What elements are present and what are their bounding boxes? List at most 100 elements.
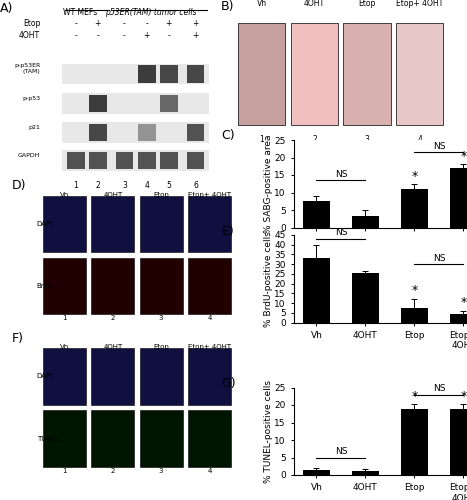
Bar bbox=[343, 22, 391, 125]
Text: WT MEFs: WT MEFs bbox=[63, 8, 97, 18]
Text: E): E) bbox=[221, 224, 234, 237]
Text: p53ER(TAM) tumor cells: p53ER(TAM) tumor cells bbox=[106, 8, 197, 18]
Text: *: * bbox=[460, 296, 467, 309]
Bar bbox=[450, 314, 467, 322]
Bar bbox=[89, 124, 107, 142]
Bar bbox=[160, 66, 177, 82]
Bar bbox=[238, 22, 285, 125]
Text: 1: 1 bbox=[260, 135, 264, 144]
Text: D): D) bbox=[12, 180, 27, 192]
Text: 4OHT: 4OHT bbox=[19, 31, 40, 40]
Bar bbox=[303, 258, 330, 322]
Text: 2: 2 bbox=[312, 135, 317, 144]
Text: -: - bbox=[123, 31, 126, 40]
Bar bbox=[43, 196, 86, 252]
Text: 4: 4 bbox=[207, 468, 212, 473]
Text: 6: 6 bbox=[193, 181, 198, 190]
Text: NS: NS bbox=[433, 384, 445, 393]
Text: GAPDH: GAPDH bbox=[18, 152, 40, 158]
Text: 3: 3 bbox=[365, 135, 369, 144]
Bar bbox=[352, 273, 379, 322]
Bar bbox=[43, 258, 86, 314]
Bar bbox=[187, 152, 204, 169]
Text: -: - bbox=[145, 19, 148, 28]
Text: NS: NS bbox=[335, 447, 347, 456]
Bar bbox=[352, 471, 379, 475]
Bar bbox=[63, 122, 209, 143]
Text: 4OHT: 4OHT bbox=[103, 344, 122, 350]
Text: -: - bbox=[97, 31, 99, 40]
Bar bbox=[138, 152, 156, 169]
Bar bbox=[91, 196, 134, 252]
Bar bbox=[43, 410, 86, 467]
Text: p21: p21 bbox=[28, 125, 40, 130]
Bar bbox=[401, 408, 428, 475]
Bar bbox=[450, 168, 467, 228]
Bar bbox=[116, 152, 134, 169]
Text: Etop+ 4OHT: Etop+ 4OHT bbox=[396, 0, 443, 8]
Bar bbox=[63, 93, 209, 114]
Bar bbox=[91, 410, 134, 467]
Text: Vh: Vh bbox=[60, 192, 69, 198]
Bar bbox=[187, 124, 204, 142]
Bar bbox=[303, 201, 330, 228]
Text: F): F) bbox=[12, 332, 24, 345]
Text: NS: NS bbox=[335, 170, 347, 179]
Text: 4: 4 bbox=[144, 181, 149, 190]
Text: 2: 2 bbox=[111, 468, 115, 473]
Text: 3: 3 bbox=[159, 315, 163, 321]
Text: 3: 3 bbox=[159, 468, 163, 473]
Text: 1: 1 bbox=[62, 315, 67, 321]
Text: p-p53ER
(TAM): p-p53ER (TAM) bbox=[14, 64, 40, 74]
Y-axis label: % BrdU-positive cells: % BrdU-positive cells bbox=[264, 231, 273, 326]
Text: NS: NS bbox=[433, 142, 445, 151]
Bar bbox=[140, 258, 183, 314]
Text: 1: 1 bbox=[73, 181, 78, 190]
Text: -: - bbox=[123, 19, 126, 28]
Text: -: - bbox=[74, 31, 77, 40]
Text: TUNEL: TUNEL bbox=[37, 436, 60, 442]
Text: +: + bbox=[166, 19, 172, 28]
Text: 1: 1 bbox=[62, 468, 67, 473]
Text: Vh: Vh bbox=[60, 344, 69, 350]
Bar bbox=[140, 410, 183, 467]
Text: +: + bbox=[143, 31, 150, 40]
Text: 2: 2 bbox=[95, 181, 100, 190]
Y-axis label: % SABG-positive area: % SABG-positive area bbox=[264, 134, 273, 233]
Y-axis label: % TUNEL-positive cells: % TUNEL-positive cells bbox=[264, 380, 273, 483]
Bar bbox=[352, 216, 379, 228]
Text: *: * bbox=[460, 390, 467, 403]
Text: Etop: Etop bbox=[153, 344, 169, 350]
Text: *: * bbox=[460, 150, 467, 163]
Bar bbox=[63, 150, 209, 171]
Bar bbox=[291, 22, 338, 125]
Text: *: * bbox=[411, 170, 417, 182]
Bar bbox=[138, 124, 156, 142]
Text: -: - bbox=[74, 19, 77, 28]
Bar bbox=[303, 470, 330, 475]
Text: 4OHT: 4OHT bbox=[103, 192, 122, 198]
Text: 4: 4 bbox=[207, 315, 212, 321]
Text: *: * bbox=[411, 284, 417, 297]
Bar bbox=[401, 308, 428, 322]
Bar bbox=[43, 348, 86, 405]
Text: Etop+ 4OHT: Etop+ 4OHT bbox=[188, 192, 231, 198]
Text: A): A) bbox=[0, 2, 14, 15]
Text: +: + bbox=[192, 19, 198, 28]
Bar bbox=[140, 348, 183, 405]
Bar bbox=[160, 152, 177, 169]
Text: Vh: Vh bbox=[257, 0, 267, 8]
Bar bbox=[187, 66, 204, 82]
Bar bbox=[89, 94, 107, 112]
Text: C): C) bbox=[221, 130, 235, 142]
Text: 2: 2 bbox=[111, 315, 115, 321]
Bar bbox=[188, 348, 231, 405]
Text: *: * bbox=[411, 390, 417, 403]
Bar bbox=[188, 258, 231, 314]
Bar bbox=[91, 348, 134, 405]
Text: Etop: Etop bbox=[358, 0, 376, 8]
Text: NS: NS bbox=[335, 228, 347, 237]
Text: B): B) bbox=[221, 0, 234, 13]
Bar bbox=[188, 410, 231, 467]
Bar bbox=[188, 196, 231, 252]
